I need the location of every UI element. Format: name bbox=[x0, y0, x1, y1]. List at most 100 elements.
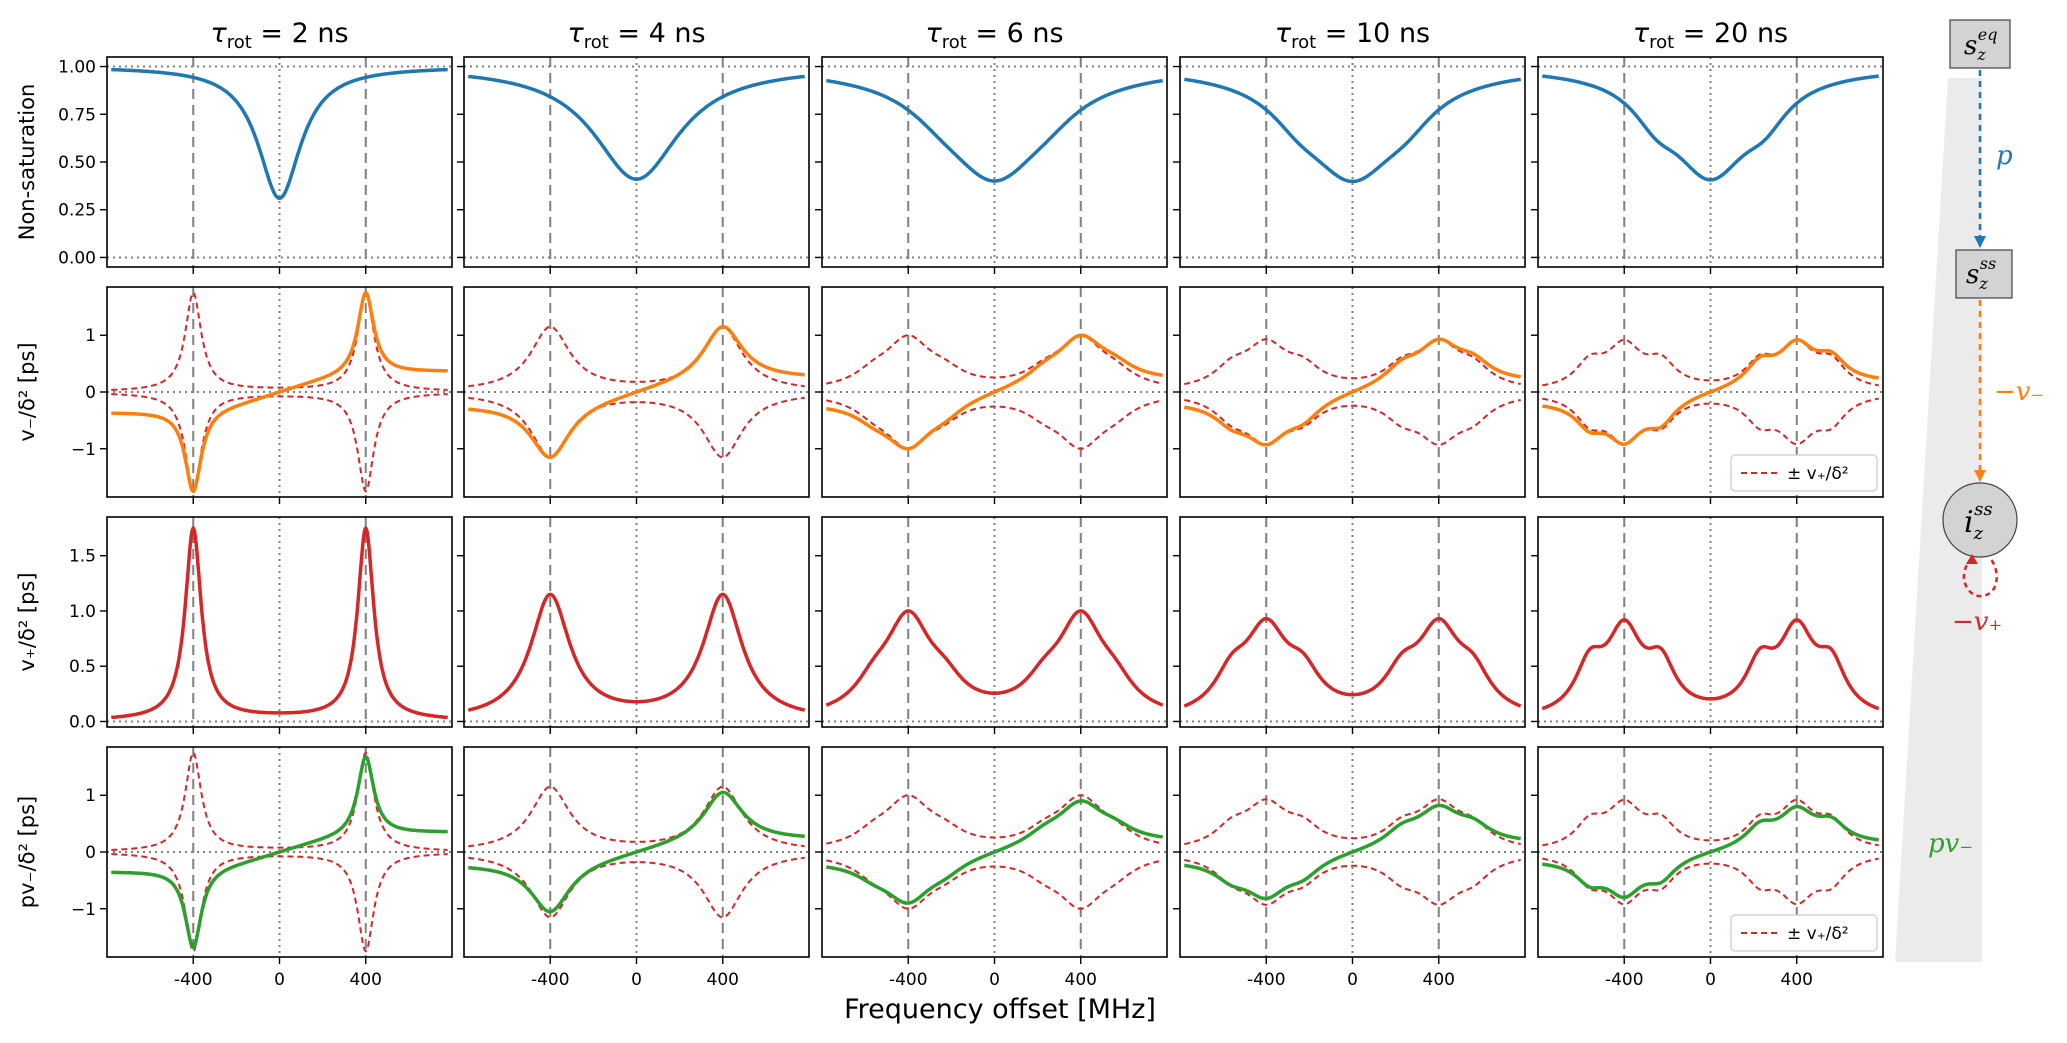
series-nonsat bbox=[1541, 74, 1880, 182]
x-tick-label: 400 bbox=[1781, 970, 1813, 990]
series-plus-vplus bbox=[826, 334, 1163, 385]
x-tick-label: 400 bbox=[350, 970, 382, 990]
series-minus-vplus bbox=[468, 856, 805, 919]
series-plus-vplus bbox=[468, 785, 805, 848]
node-s-eq-label: szeq bbox=[1964, 25, 1998, 64]
y-axis-label: v₊/δ² [ps] bbox=[15, 572, 39, 671]
edge-vplus-label: −v₊ bbox=[1952, 607, 2002, 637]
panel bbox=[457, 286, 810, 504]
series-nonsat bbox=[110, 67, 449, 201]
diagram-wedge bbox=[1895, 78, 1982, 962]
series-pvminus bbox=[110, 754, 449, 950]
series-vminus bbox=[825, 333, 1164, 451]
series-vplus bbox=[467, 592, 806, 712]
column-titles: τrot = 2 ns τrot = 4 ns τrot = 6 ns τrot = … bbox=[210, 18, 1788, 53]
x-tick-label: 0 bbox=[1347, 970, 1358, 990]
legend-label: ± v₊/δ² bbox=[1787, 464, 1849, 484]
x-tick-label: 400 bbox=[1065, 970, 1097, 990]
edge-p-label: p bbox=[1996, 141, 2013, 171]
edge-vplus-arrowhead bbox=[1966, 554, 1978, 564]
y-tick-label: −1 bbox=[71, 440, 96, 460]
x-axis-label: Frequency offset [MHz] bbox=[844, 994, 1156, 1025]
series-plus-vplus bbox=[468, 325, 805, 388]
series-minus-vplus bbox=[111, 853, 448, 953]
legend-label: ± v₊/δ² bbox=[1787, 924, 1849, 944]
y-axis-label: pv₋/δ² [ps] bbox=[15, 796, 39, 909]
series-nonsat bbox=[825, 78, 1164, 183]
x-tick-label: -400 bbox=[174, 970, 213, 990]
column-title: τrot = 10 ns bbox=[1275, 18, 1430, 53]
series-pvminus bbox=[467, 790, 806, 914]
bottom-pvminus-label: pv₋ bbox=[1928, 829, 1973, 859]
panel bbox=[815, 516, 1168, 734]
y-tick-label: −1 bbox=[71, 900, 96, 920]
series-vplus bbox=[825, 609, 1164, 707]
x-tick-label: -400 bbox=[889, 970, 928, 990]
series-pvminus bbox=[1183, 803, 1522, 901]
series-vminus bbox=[1541, 338, 1880, 446]
legend-box bbox=[1730, 454, 1878, 492]
state-diagram: szeq p szss −v₋ izss −v₊ pv₋ bbox=[1895, 19, 2044, 962]
y-tick-label: 0.0 bbox=[69, 712, 96, 732]
panel: 0.0 0.5 1.0 1.5 bbox=[69, 516, 453, 734]
series-minus-vplus bbox=[111, 393, 448, 493]
x-tick-label: 400 bbox=[1423, 970, 1455, 990]
y-axis-label: v₋/δ² [ps] bbox=[15, 342, 39, 441]
series-minus-vplus bbox=[468, 396, 805, 459]
x-tick-label: 0 bbox=[631, 970, 642, 990]
series-vminus bbox=[1183, 337, 1522, 447]
y-tick-label: 1.5 bbox=[69, 547, 96, 567]
y-tick-label: 0 bbox=[85, 843, 96, 863]
panel: -400 0 400 bbox=[815, 746, 1168, 990]
x-tick-label: 0 bbox=[1705, 970, 1716, 990]
panel: -400 0 400 bbox=[1173, 746, 1526, 990]
panel bbox=[1531, 56, 1884, 274]
x-tick-label: -400 bbox=[1247, 970, 1286, 990]
node-s-eq bbox=[1949, 19, 2011, 69]
series-plus-vplus bbox=[1184, 798, 1521, 846]
edge-vminus-arrowhead bbox=[1974, 470, 1986, 482]
panel-grid: Non-saturation0.000.250.500.751.00v₋/δ² … bbox=[15, 56, 1884, 990]
series-minus-vplus bbox=[1184, 398, 1521, 446]
series-plus-vplus bbox=[111, 291, 448, 391]
x-tick-label: 400 bbox=[707, 970, 739, 990]
column-title: τrot = 6 ns bbox=[925, 18, 1063, 53]
panel: -400 0 400 ± v₊/δ² bbox=[1531, 746, 1884, 990]
legend-box bbox=[1730, 914, 1878, 952]
y-tick-label: 0.75 bbox=[58, 105, 96, 125]
series-minus-vplus bbox=[826, 399, 1163, 450]
series-nonsat bbox=[467, 74, 806, 181]
panel: 0.00 0.25 0.50 0.75 1.00 bbox=[58, 56, 453, 274]
series-plus-vplus bbox=[1184, 338, 1521, 386]
series-vplus bbox=[1541, 618, 1880, 711]
panel bbox=[457, 56, 810, 274]
node-i-ss-label: izss bbox=[1964, 499, 1993, 544]
y-tick-label: 1.00 bbox=[58, 58, 96, 78]
node-i-ss bbox=[1942, 482, 2018, 558]
y-tick-label: 0.5 bbox=[69, 657, 96, 677]
panel bbox=[1173, 56, 1526, 274]
node-s-ss-label: szss bbox=[1966, 254, 1996, 293]
column-title: τrot = 20 ns bbox=[1633, 18, 1788, 53]
panel: ± v₊/δ² bbox=[1531, 286, 1884, 504]
x-tick-label: 0 bbox=[274, 970, 285, 990]
x-tick-label: 0 bbox=[989, 970, 1000, 990]
panel: −1 0 1 bbox=[71, 286, 453, 504]
y-tick-label: 1 bbox=[85, 786, 96, 806]
column-title: τrot = 2 ns bbox=[210, 18, 348, 53]
edge-vminus-label: −v₋ bbox=[1994, 377, 2044, 407]
series-pvminus bbox=[1541, 804, 1880, 900]
y-tick-label: 0 bbox=[85, 383, 96, 403]
column-title: τrot = 4 ns bbox=[567, 18, 705, 53]
y-tick-label: 1.0 bbox=[69, 602, 96, 622]
panel bbox=[815, 286, 1168, 504]
x-tick-label: -400 bbox=[531, 970, 570, 990]
panel bbox=[815, 56, 1168, 274]
y-tick-label: 0.25 bbox=[58, 201, 96, 221]
edge-p-arrowhead bbox=[1974, 236, 1986, 248]
y-tick-label: 1 bbox=[85, 326, 96, 346]
panel bbox=[457, 516, 810, 734]
series-vminus bbox=[110, 290, 449, 494]
panel: -400 0 400 bbox=[457, 746, 810, 990]
